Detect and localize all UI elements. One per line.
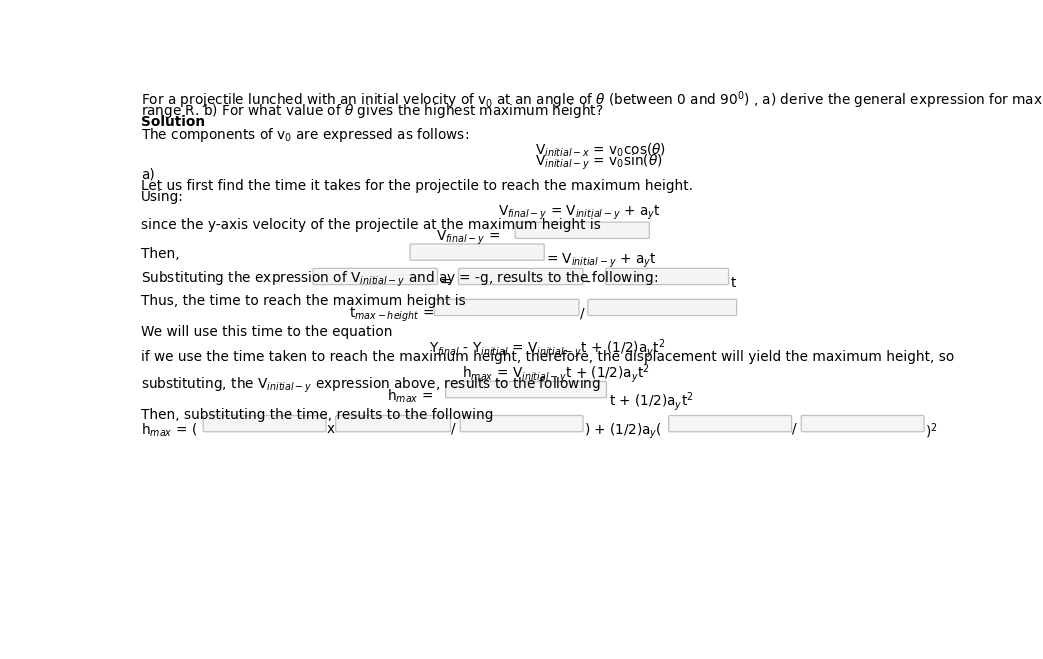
- Text: V$_{initial-y}$ = v$_0$sin($\theta$): V$_{initial-y}$ = v$_0$sin($\theta$): [534, 153, 662, 173]
- Text: Solution: Solution: [141, 115, 205, 129]
- Text: h$_{max}$ =: h$_{max}$ =: [387, 387, 434, 405]
- Text: V$_{final-y}$ =: V$_{final-y}$ =: [436, 229, 500, 247]
- Text: range R. b) For what value of $\theta$ gives the highest maximum height?: range R. b) For what value of $\theta$ g…: [141, 102, 604, 120]
- Text: since the y-axis velocity of the projectile at the maximum height is: since the y-axis velocity of the project…: [141, 217, 601, 231]
- FancyBboxPatch shape: [336, 416, 451, 432]
- Text: V$_{final-y}$ = V$_{initial-y}$ + a$_y$t: V$_{final-y}$ = V$_{initial-y}$ + a$_y$t: [499, 204, 661, 221]
- FancyBboxPatch shape: [434, 299, 579, 316]
- Text: ) + (1/2)a$_y$(: ) + (1/2)a$_y$(: [584, 422, 662, 441]
- FancyBboxPatch shape: [669, 416, 792, 432]
- Text: =: =: [439, 276, 451, 290]
- FancyBboxPatch shape: [459, 268, 583, 285]
- Text: /: /: [793, 422, 797, 436]
- FancyBboxPatch shape: [588, 299, 736, 316]
- Text: /: /: [452, 422, 456, 436]
- FancyBboxPatch shape: [445, 382, 606, 398]
- Text: if we use the time taken to reach the maximum height, therefore, the displacemen: if we use the time taken to reach the ma…: [141, 350, 954, 364]
- Text: Then, substituting the time, results to the following: Then, substituting the time, results to …: [141, 408, 493, 422]
- Text: The components of v$_0$ are expressed as follows:: The components of v$_0$ are expressed as…: [141, 127, 469, 144]
- FancyBboxPatch shape: [515, 222, 650, 239]
- Text: t$_{max-height}$ =: t$_{max-height}$ =: [348, 306, 434, 324]
- Text: t + (1/2)a$_y$t$^2$: t + (1/2)a$_y$t$^2$: [609, 389, 694, 413]
- Text: Let us first find the time it takes for the projectile to reach the maximum heig: Let us first find the time it takes for …: [141, 179, 693, 192]
- Text: -: -: [585, 276, 590, 290]
- Text: t: t: [730, 276, 735, 290]
- Text: Then,: Then,: [141, 246, 179, 260]
- Text: x: x: [326, 422, 335, 436]
- Text: For a projectile lunched with an initial velocity of v$_0$ at an angle of $\thet: For a projectile lunched with an initial…: [141, 89, 1043, 111]
- Text: V$_{initial-x}$ = v$_0$cos($\theta$): V$_{initial-x}$ = v$_0$cos($\theta$): [534, 142, 665, 159]
- Text: Substituting the expression of V$_{initial-y}$ and ay = -g, results to the follo: Substituting the expression of V$_{initi…: [141, 270, 658, 289]
- FancyBboxPatch shape: [606, 268, 728, 285]
- Text: )$^2$: )$^2$: [925, 422, 938, 441]
- FancyBboxPatch shape: [460, 416, 583, 432]
- Text: a): a): [141, 167, 154, 181]
- FancyBboxPatch shape: [801, 416, 924, 432]
- Text: We will use this time to the equation: We will use this time to the equation: [141, 325, 392, 339]
- Text: Using:: Using:: [141, 190, 184, 204]
- Text: substituting, the V$_{initial-y}$ expression above, results to the following: substituting, the V$_{initial-y}$ expres…: [141, 376, 601, 395]
- Text: h$_{max}$ = (: h$_{max}$ = (: [141, 422, 197, 439]
- FancyBboxPatch shape: [410, 244, 544, 260]
- FancyBboxPatch shape: [203, 416, 326, 432]
- Text: = V$_{initial-y}$ + a$_y$t: = V$_{initial-y}$ + a$_y$t: [545, 252, 657, 270]
- FancyBboxPatch shape: [313, 268, 438, 285]
- Text: Y$_{final}$ - Y$_{initial}$ = V$_{initial-y}$t + (1/2)a$_y$t$^2$: Y$_{final}$ - Y$_{initial}$ = V$_{initia…: [430, 337, 665, 360]
- Text: h$_{max}$ = V$_{initial-y}$t + (1/2)a$_y$t$^2$: h$_{max}$ = V$_{initial-y}$t + (1/2)a$_y…: [462, 362, 650, 385]
- Text: /: /: [580, 307, 584, 321]
- Text: Thus, the time to reach the maximum height is: Thus, the time to reach the maximum heig…: [141, 294, 465, 308]
